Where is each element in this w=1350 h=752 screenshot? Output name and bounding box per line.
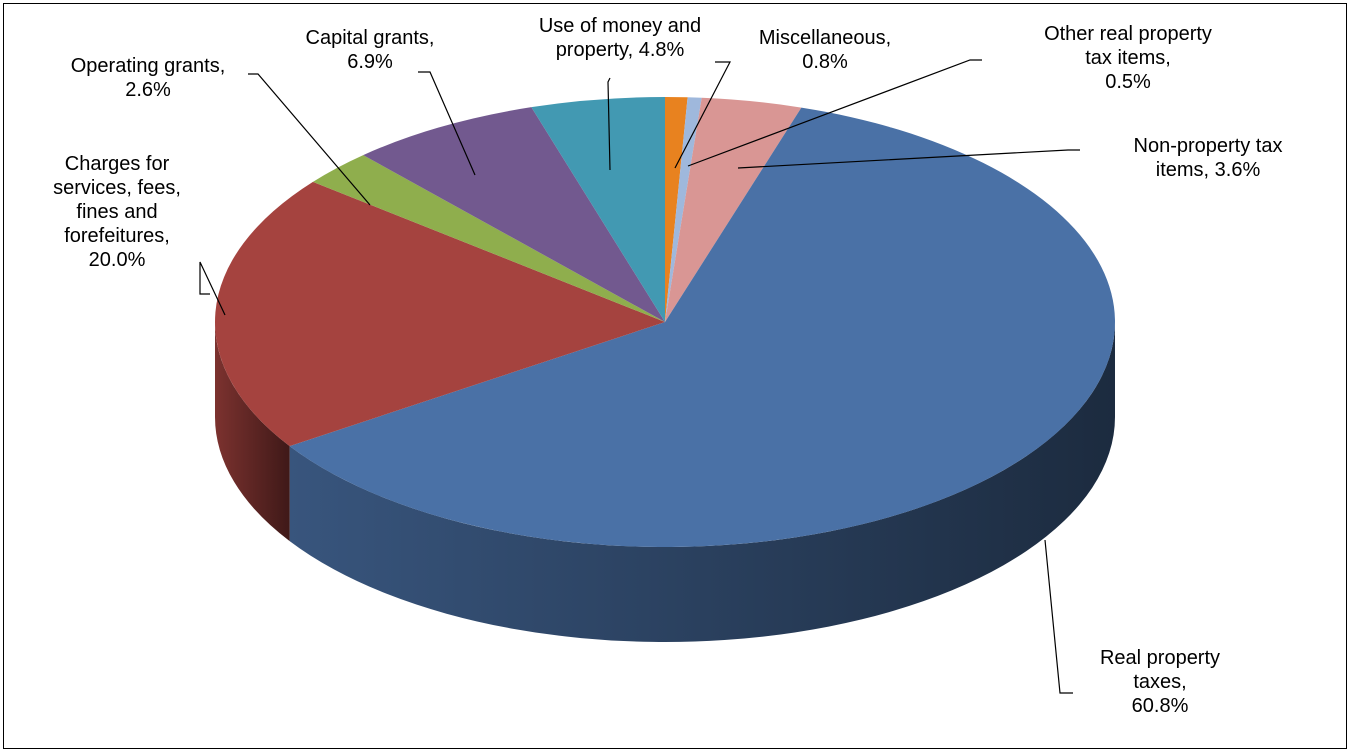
data-label: Real property taxes, 60.8%: [1090, 646, 1230, 718]
category-label: Charges for services, fees, fines and fo…: [53, 153, 181, 247]
data-label: Non-property tax items, 3.6%: [1118, 134, 1298, 182]
category-label: Other real property tax items,: [1044, 23, 1212, 69]
leader-line: [674, 61, 731, 169]
value-label: 0.8%: [802, 51, 848, 73]
value-label: 4.8%: [638, 39, 685, 61]
slice: [312, 155, 665, 322]
data-label: Charges for services, fees, fines and fo…: [42, 152, 192, 272]
chart-border: [3, 3, 1347, 749]
value-label: 60.8%: [1131, 695, 1189, 717]
category-label: Miscellaneous,: [758, 27, 892, 49]
data-label: Use of money and property, 4.8%: [515, 14, 725, 62]
slice: [665, 97, 802, 322]
leader-line: [418, 71, 476, 176]
data-label: Other real property tax items, 0.5%: [1028, 22, 1228, 94]
leader-line: [687, 59, 982, 167]
value-label: 3.6%: [1214, 159, 1261, 181]
value-label: 6.9%: [347, 51, 393, 73]
slice-side: [215, 322, 290, 542]
slice-side: [289, 322, 1116, 642]
leader-line: [607, 77, 611, 171]
slice: [665, 97, 688, 322]
slice: [363, 107, 665, 322]
value-label: 2.6%: [125, 79, 171, 101]
slice: [665, 97, 702, 323]
slice: [531, 97, 665, 322]
category-label: Capital grants,: [305, 27, 435, 49]
category-label: Real property taxes,: [1099, 647, 1221, 693]
value-label: 0.5%: [1105, 71, 1151, 93]
value-label: 20.0%: [88, 249, 146, 271]
leader-line: [737, 149, 1080, 169]
data-label: Capital grants, 6.9%: [288, 26, 453, 74]
data-label: Operating grants, 2.6%: [48, 54, 248, 102]
leader-lines: [199, 59, 1080, 694]
leader-line: [1044, 539, 1073, 694]
leader-line: [199, 261, 226, 316]
category-label: Use of money and property,: [538, 15, 702, 61]
slice: [214, 181, 665, 447]
data-label: Miscellaneous, 0.8%: [745, 26, 905, 74]
leader-line: [248, 73, 371, 206]
slice: [289, 107, 1116, 547]
category-label: Operating grants,: [70, 55, 226, 77]
category-label: Non-property tax items,: [1133, 135, 1283, 181]
